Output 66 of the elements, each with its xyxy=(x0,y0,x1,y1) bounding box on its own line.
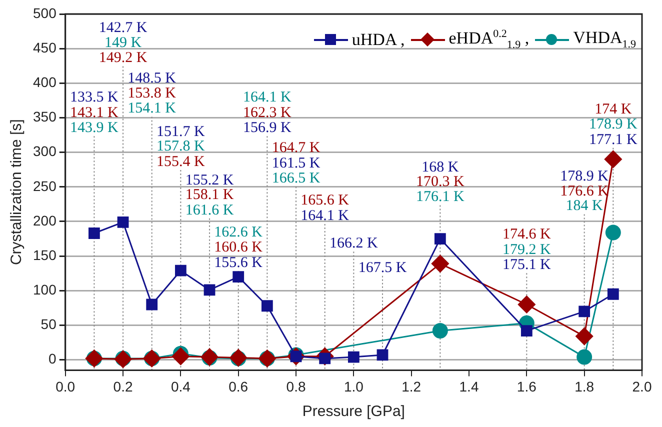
annotation: 164.1 K xyxy=(300,208,350,224)
annotation: 174.6 K xyxy=(502,226,551,243)
y-tick-label: 300 xyxy=(33,143,57,160)
x-axis-title: Pressure [GPa] xyxy=(302,403,405,420)
annotation: 178.9 K xyxy=(588,116,638,133)
annotation: 148.5 K xyxy=(128,70,176,86)
x-tick-label: 1.0 xyxy=(344,378,364,394)
y-tick-label: 200 xyxy=(33,212,57,228)
x-tick-label: 0.8 xyxy=(286,378,306,394)
annotation: 143.1 K xyxy=(70,104,119,121)
legend-label: uHDA , xyxy=(352,30,405,50)
annotation: 168 K xyxy=(422,159,459,176)
annotation: 162.6 K xyxy=(214,224,263,240)
annotation: 164.7 K xyxy=(272,140,320,156)
x-tick-label: 1.8 xyxy=(574,378,594,394)
annotation: 161.6 K xyxy=(185,202,234,218)
annotation: 179.2 K xyxy=(502,242,551,258)
annotation: 166.5 K xyxy=(272,170,320,187)
annotation: 149 K xyxy=(104,34,142,51)
y-tick-label: 50 xyxy=(40,316,57,332)
legend-label: eHDA$^{0.2}$$_{1.9}$ , xyxy=(448,28,530,52)
annotation: 133.5 K xyxy=(70,90,119,106)
annotation: 143.9 K xyxy=(70,120,119,136)
x-tick-label: 0.0 xyxy=(56,378,76,394)
annotation: 153.8 K xyxy=(128,85,176,102)
y-tick-label: 150 xyxy=(33,246,57,263)
annotation: 157.8 K xyxy=(156,138,206,155)
y-axis-title: Crystallization time [s] xyxy=(8,119,26,266)
annotation: 151.7 K xyxy=(156,124,206,140)
annotation: 178.9 K xyxy=(560,168,609,184)
annotation: 170.3 K xyxy=(416,174,465,190)
annotation: 158.1 K xyxy=(185,187,234,204)
annotation: 184 K xyxy=(566,198,604,214)
x-tick-label: 1.6 xyxy=(516,378,537,394)
annotation: 166.2 K xyxy=(330,236,378,252)
annotation: 149.2 K xyxy=(98,50,148,66)
y-tick-label: 250 xyxy=(33,178,57,194)
x-tick-label: 0.6 xyxy=(228,378,248,394)
x-tick-label: 0.4 xyxy=(170,378,191,394)
annotation: 175.1 K xyxy=(502,257,551,274)
y-tick-label: 0 xyxy=(48,350,57,367)
annotation: 142.7 K xyxy=(98,20,148,36)
annotation: 154.1 K xyxy=(128,100,176,117)
annotation: 176.1 K xyxy=(416,189,465,206)
x-tick-label: 1.2 xyxy=(402,378,422,394)
annotation: 155.4 K xyxy=(156,154,206,170)
x-tick-label: 1.4 xyxy=(459,378,479,394)
annotation: 155.2 K xyxy=(185,172,234,189)
annotation: 174 K xyxy=(594,101,632,118)
x-tick-label: 2.0 xyxy=(632,378,652,394)
annotation: 162.3 K xyxy=(243,104,292,121)
annotation: 160.6 K xyxy=(214,240,263,256)
y-tick-label: 450 xyxy=(33,39,57,56)
annotation: 165.6 K xyxy=(300,192,350,209)
y-tick-label: 100 xyxy=(33,282,57,298)
y-tick-label: 400 xyxy=(33,74,57,90)
y-tick-label: 350 xyxy=(33,108,57,125)
x-tick-label: 0.2 xyxy=(113,378,133,394)
annotation: 167.5 K xyxy=(358,260,407,276)
annotation: 177.1 K xyxy=(588,132,638,148)
annotation: 161.5 K xyxy=(272,155,320,172)
annotation: 155.6 K xyxy=(214,254,263,271)
annotation: 156.9 K xyxy=(243,120,292,136)
y-tick-label: 500 xyxy=(33,4,57,21)
legend-label: VHDA$_{1.9}$ xyxy=(573,28,636,51)
annotation: 164.1 K xyxy=(243,90,292,106)
